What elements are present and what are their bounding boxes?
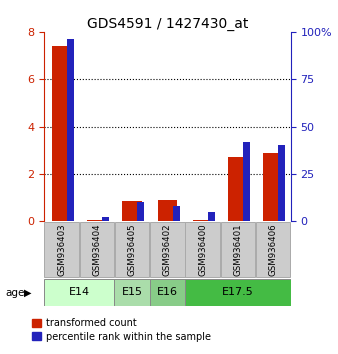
- FancyBboxPatch shape: [115, 222, 149, 277]
- Text: GSM936405: GSM936405: [127, 223, 137, 276]
- Bar: [52, 46, 71, 221]
- Text: E17.5: E17.5: [222, 287, 254, 297]
- Text: GSM936401: GSM936401: [233, 223, 242, 276]
- Bar: [87, 220, 106, 221]
- Text: ▶: ▶: [24, 288, 32, 298]
- FancyBboxPatch shape: [185, 222, 220, 277]
- Title: GDS4591 / 1427430_at: GDS4591 / 1427430_at: [87, 17, 248, 31]
- FancyBboxPatch shape: [79, 222, 114, 277]
- Text: age: age: [5, 288, 24, 298]
- Text: E15: E15: [122, 287, 143, 297]
- Bar: [279, 145, 285, 221]
- FancyBboxPatch shape: [150, 279, 185, 306]
- Bar: [263, 153, 283, 221]
- Bar: [173, 206, 180, 221]
- Text: GSM936404: GSM936404: [92, 223, 101, 276]
- Legend: transformed count, percentile rank within the sample: transformed count, percentile rank withi…: [32, 318, 211, 342]
- Bar: [193, 220, 212, 221]
- FancyBboxPatch shape: [185, 279, 291, 306]
- Bar: [102, 217, 109, 221]
- Bar: [243, 142, 250, 221]
- Bar: [137, 202, 144, 221]
- FancyBboxPatch shape: [115, 279, 150, 306]
- FancyBboxPatch shape: [44, 222, 79, 277]
- Text: GSM936403: GSM936403: [57, 223, 66, 276]
- Text: E16: E16: [157, 287, 178, 297]
- Bar: [208, 212, 215, 221]
- Bar: [67, 39, 74, 221]
- FancyBboxPatch shape: [220, 222, 255, 277]
- FancyBboxPatch shape: [256, 222, 290, 277]
- Text: GSM936402: GSM936402: [163, 223, 172, 276]
- FancyBboxPatch shape: [44, 279, 115, 306]
- Text: GSM936400: GSM936400: [198, 223, 207, 276]
- Text: GSM936406: GSM936406: [269, 223, 277, 276]
- Bar: [228, 157, 247, 221]
- Bar: [122, 201, 142, 221]
- Bar: [158, 200, 177, 221]
- FancyBboxPatch shape: [150, 222, 185, 277]
- Text: E14: E14: [69, 287, 90, 297]
